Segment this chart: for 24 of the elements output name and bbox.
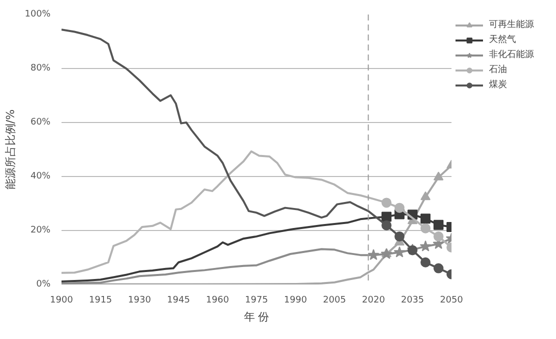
legend-label: 煤炭 [489, 78, 508, 91]
x-tick-label: 1900 [50, 296, 74, 306]
y-tick-label: 20% [30, 226, 51, 236]
y-tick-label: 80% [30, 64, 51, 74]
x-tick-label: 1915 [89, 296, 112, 306]
y-tick-label: 0% [36, 280, 51, 290]
legend-label: 非化石能源 [489, 48, 534, 61]
y-tick-label: 60% [30, 118, 51, 128]
legend-label: 可再生能源 [489, 18, 534, 31]
x-tick-label: 1945 [167, 296, 190, 306]
x-tick-label: 2035 [401, 296, 424, 306]
x-tick-label: 2020 [362, 296, 386, 306]
x-tick-label: 1930 [128, 296, 152, 306]
y-tick-label: 100% [24, 10, 51, 20]
y-axis-title: 能源所占比例/% [4, 109, 17, 190]
x-tick-label: 2050 [440, 296, 464, 306]
x-tick-label: 1960 [206, 296, 230, 306]
x-tick-label: 2005 [323, 296, 346, 306]
x-axis-title: 年 份 [244, 310, 270, 324]
x-tick-label: 1975 [245, 296, 268, 306]
legend-label: 石油 [489, 64, 508, 76]
y-tick-label: 40% [30, 172, 51, 182]
x-tick-label: 1990 [284, 296, 308, 306]
legend-label: 天然气 [489, 34, 516, 46]
